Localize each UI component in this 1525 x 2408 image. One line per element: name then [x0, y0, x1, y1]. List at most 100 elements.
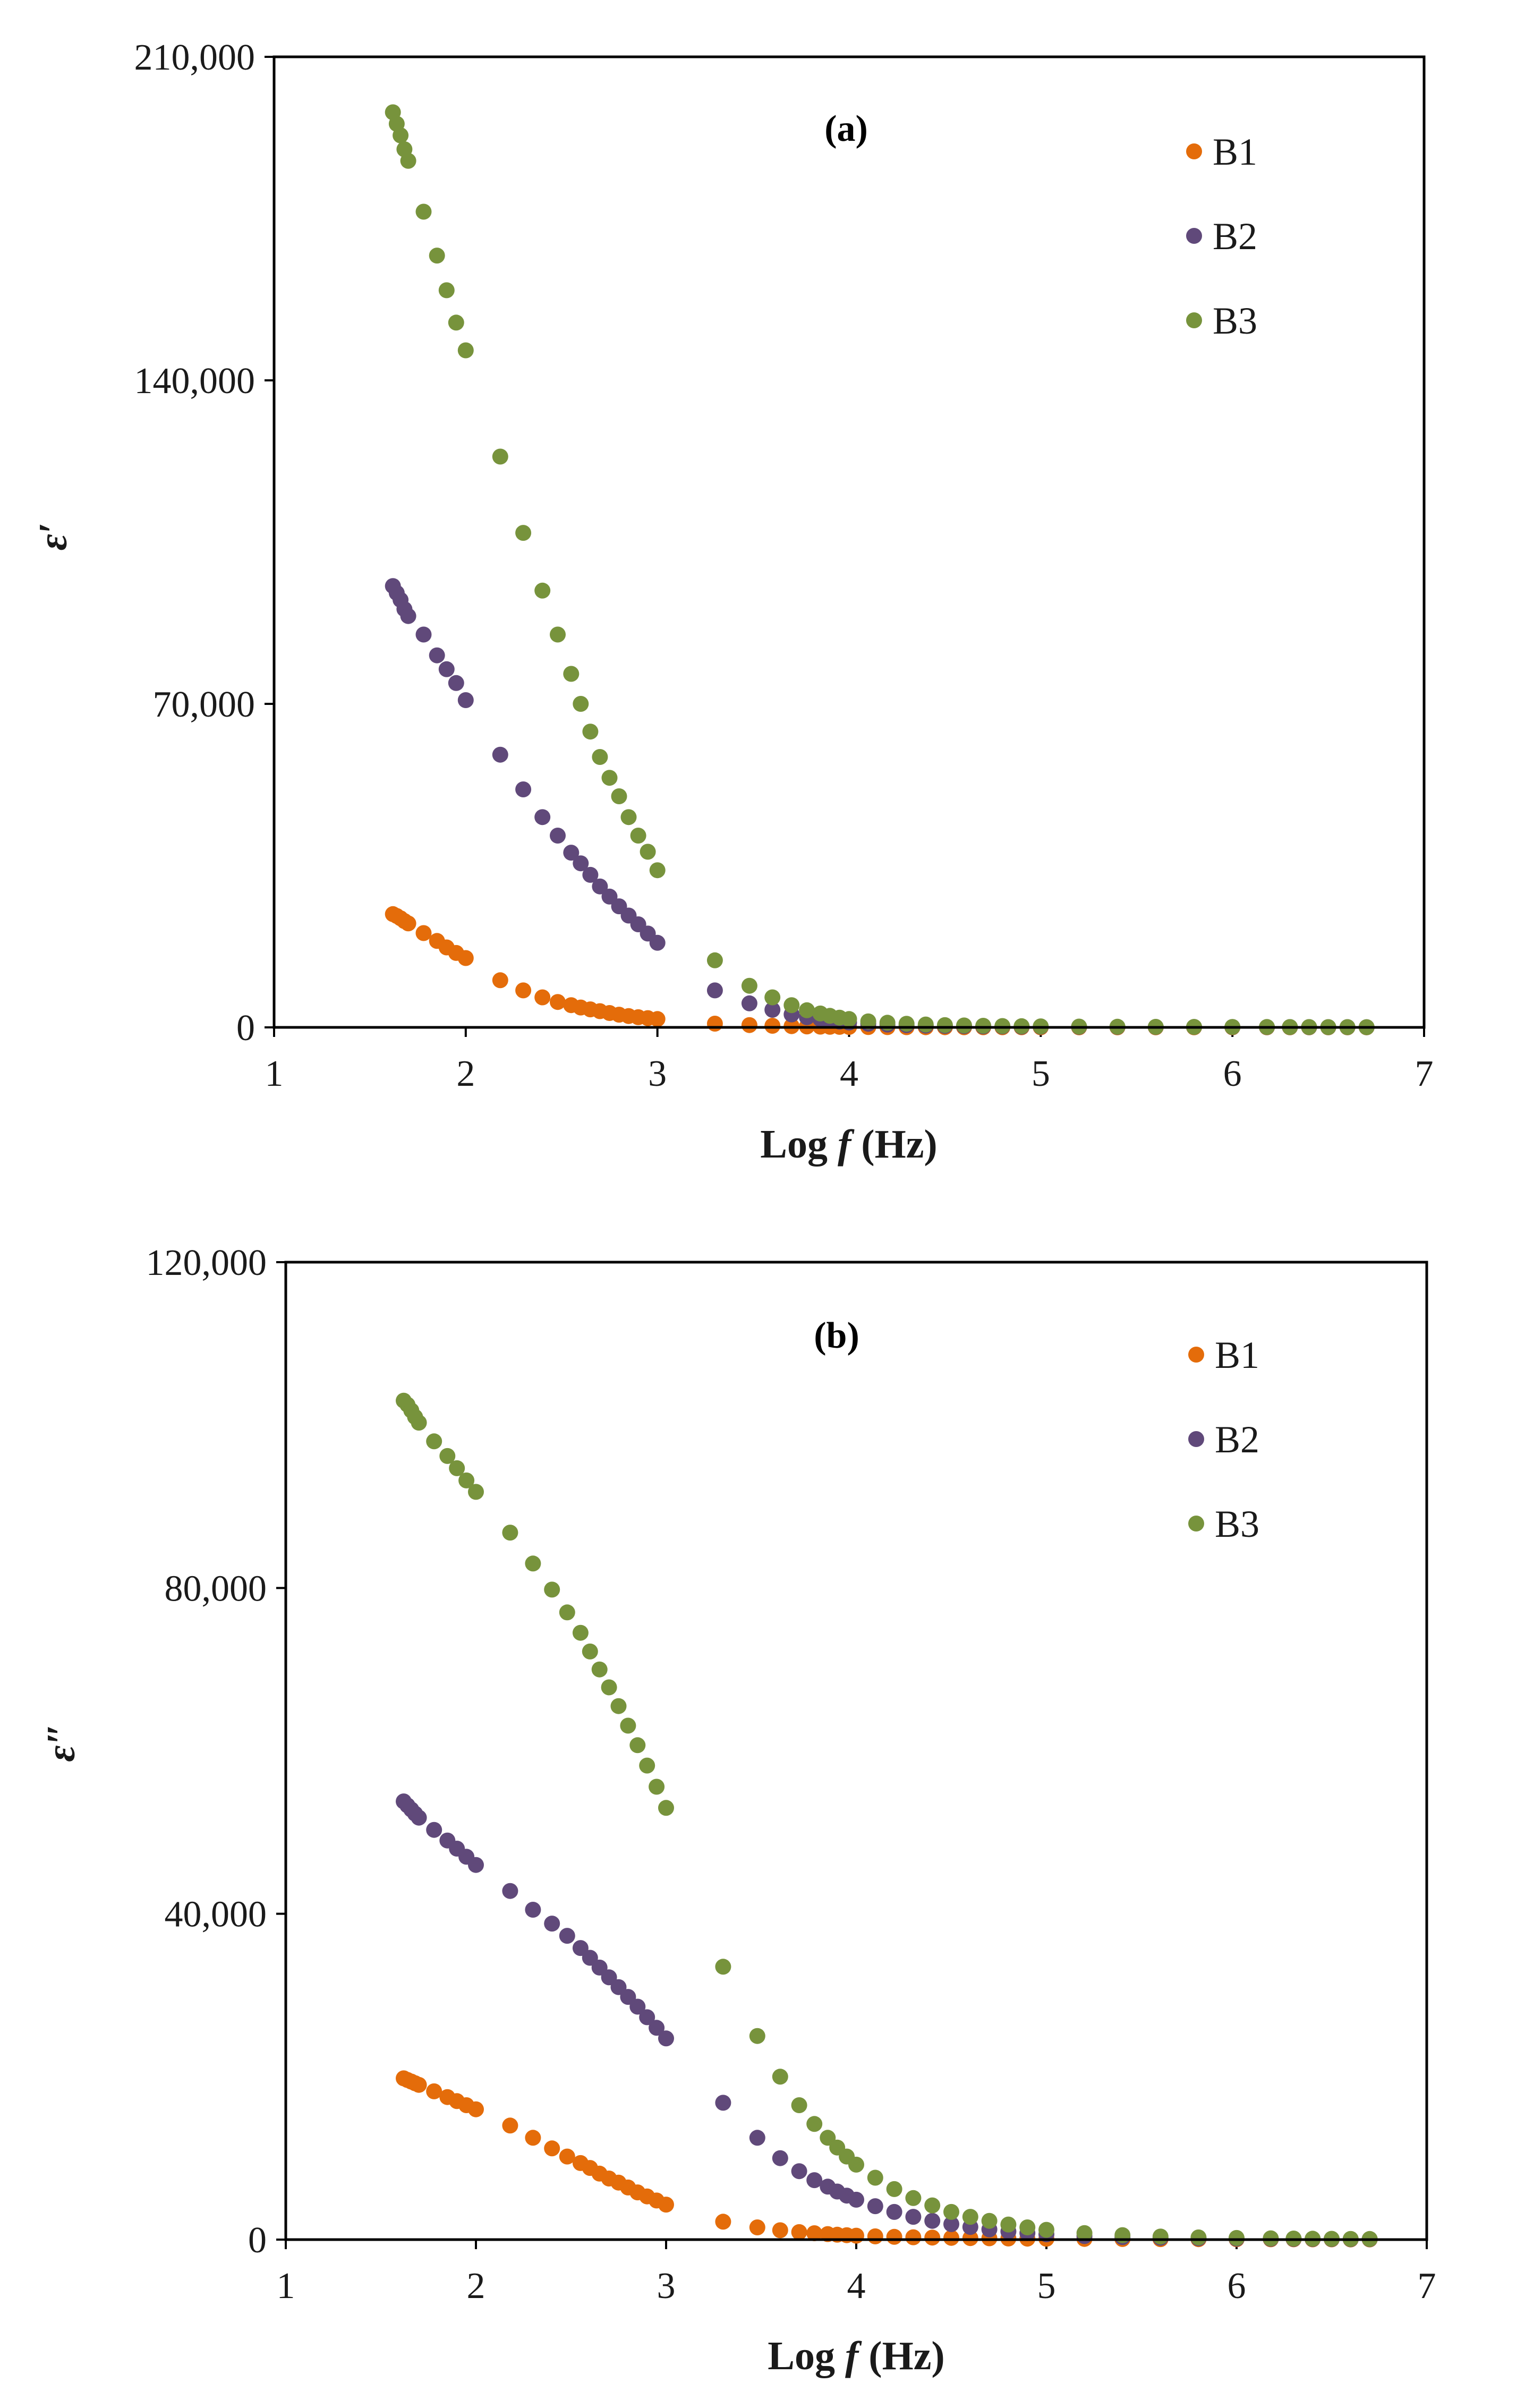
chart-a-point-b3 [799, 1002, 815, 1018]
chart-a-point-b1 [649, 1011, 666, 1027]
chart-b-point-b3 [620, 1717, 636, 1734]
chart-a-tick-labels: 1 2 3 4 5 6 7 0 70,000 140,000 210,000 [134, 37, 1434, 1094]
chart-a-point-b3 [400, 152, 416, 169]
chart-b-point-b3 [1000, 2216, 1017, 2233]
chart-a-point-b3 [601, 770, 618, 786]
chart-b-point-b2 [924, 2213, 941, 2229]
chart-a-point-b2 [649, 934, 666, 951]
chart-b-point-b3 [639, 1757, 655, 1774]
chart-b-point-b2 [426, 1822, 442, 1838]
chart-a-point-b2 [534, 809, 551, 826]
chart-a-point-b2 [429, 647, 445, 663]
chart-a-point-b3 [620, 809, 637, 826]
chart-b-point-b2 [559, 1928, 575, 1944]
chart-b-legend-label-b2: B2 [1215, 1418, 1259, 1461]
chart-a-point-b3 [573, 696, 589, 712]
chart-b-x-tick-label: 7 [1418, 2266, 1436, 2307]
chart-b-x-tick-label: 6 [1228, 2266, 1246, 2307]
chart-a-point-b3 [956, 1017, 972, 1034]
chart-a-point-b2 [582, 866, 599, 883]
chart-b-point-b3 [601, 1679, 617, 1696]
chart-b-point-b3 [572, 1624, 589, 1641]
chart-a-point-b1 [492, 972, 508, 989]
chart-a-xlabel-suffix: (Hz) [851, 1122, 937, 1167]
chart-b-point-b2 [886, 2203, 902, 2220]
chart-b-point-b3 [715, 1959, 731, 1975]
chart-a-y-tick-label: 210,000 [134, 37, 255, 78]
chart-b-point-b2 [411, 1809, 427, 1826]
chart-b-y-tick-label: 120,000 [146, 1243, 267, 1283]
chart-b-point-b1 [525, 2130, 541, 2146]
chart-a-panel-tag: (a) [824, 108, 868, 149]
chart-a-legend-label-b3: B3 [1213, 300, 1257, 342]
chart-a-point-b2 [415, 626, 432, 643]
chart-a-point-b2 [457, 692, 474, 708]
chart-a-point-b2 [550, 828, 566, 844]
chart-b-point-b3 [1229, 2230, 1245, 2246]
chart-a-point-b1 [534, 989, 551, 1006]
chart-b-point-b3 [468, 1484, 484, 1500]
chart-b-y-tick-label: 80,000 [165, 1568, 267, 1609]
chart-a-point-b2 [592, 878, 608, 895]
chart-a-x-axis-title: Log f (Hz) [760, 1122, 937, 1167]
chart-a-point-b3 [534, 582, 551, 599]
chart-a-point-b2 [400, 608, 416, 624]
chart-b-point-b3 [591, 1661, 608, 1678]
chart-panel-a: 1 2 3 4 5 6 7 0 70,000 140,000 210,000 (a) Log f (… [31, 37, 1434, 1167]
chart-a-point-b3 [492, 448, 508, 465]
chart-b-point-b2 [629, 1998, 646, 2015]
chart-b-point-b3 [962, 2209, 978, 2225]
chart-b-point-b3 [610, 1698, 627, 1714]
chart-b-point-b3 [867, 2169, 883, 2186]
chart-b-point-b3 [458, 1472, 475, 1488]
chart-b-point-b1 [502, 2117, 518, 2134]
chart-b-point-b3 [449, 1460, 465, 1476]
chart-b-x-tick-label: 2 [467, 2266, 485, 2307]
chart-b-point-b2 [502, 1883, 518, 1899]
chart-b-point-b2 [610, 1979, 627, 1995]
chart-b-point-b1 [791, 2224, 807, 2240]
chart-a-legend: B1 B2 B3 [1186, 131, 1257, 342]
chart-b-point-b3 [886, 2181, 902, 2197]
chart-a-point-b3 [917, 1016, 934, 1033]
chart-b-legend-label-b1: B1 [1215, 1334, 1259, 1376]
chart-b-point-b3 [772, 2069, 788, 2085]
chart-a-legend-label-b1: B1 [1213, 131, 1257, 173]
chart-b-panel-tag: (b) [814, 1315, 859, 1356]
chart-a-point-b3 [592, 749, 608, 765]
chart-b-point-b2 [867, 2198, 883, 2215]
chart-b-point-b3 [806, 2116, 823, 2132]
chart-a-point-b3 [706, 952, 723, 968]
chart-b-point-b2 [848, 2191, 864, 2208]
chart-b-point-b3 [525, 1555, 541, 1572]
chart-b-x-axis-title: Log f (Hz) [768, 2334, 944, 2378]
chart-a-x-tick-label: 4 [840, 1053, 858, 1094]
chart-b-point-b1 [468, 2101, 484, 2117]
chart-a-legend-marker-b2 [1186, 228, 1202, 244]
chart-a-point-b2 [706, 982, 723, 999]
chart-b-point-b3 [791, 2097, 807, 2113]
chart-b-tick-labels: 1 2 3 4 5 6 7 0 40,000 80,000 120,000 [146, 1243, 1436, 2307]
chart-b-point-b2 [468, 1857, 484, 1873]
chart-b-point-b2 [806, 2172, 823, 2189]
chart-b-point-b1 [772, 2222, 788, 2239]
chart-b-point-b1 [962, 2230, 978, 2247]
chart-a-point-b3 [860, 1013, 876, 1029]
chart-b-point-b3 [426, 1433, 442, 1450]
chart-a-point-b3 [764, 989, 781, 1006]
chart-b-legend-marker-b2 [1188, 1431, 1204, 1447]
chart-a-point-b3 [649, 862, 666, 879]
chart-b-point-b3 [1038, 2222, 1054, 2238]
chart-b-point-b1 [658, 2197, 674, 2213]
chart-a-axis-ticks [265, 56, 1425, 1037]
chart-a-point-b2 [563, 845, 580, 861]
chart-a-point-b3 [640, 844, 656, 860]
chart-b-point-b2 [525, 1902, 541, 1918]
chart-a-x-tick-label: 6 [1223, 1053, 1242, 1094]
chart-a-point-b1 [550, 994, 566, 1010]
chart-b-point-b3 [905, 2190, 922, 2206]
chart-b-point-b1 [559, 2148, 575, 2165]
chart-b-point-b3 [629, 1737, 646, 1754]
chart-b-point-b3 [820, 2130, 836, 2146]
